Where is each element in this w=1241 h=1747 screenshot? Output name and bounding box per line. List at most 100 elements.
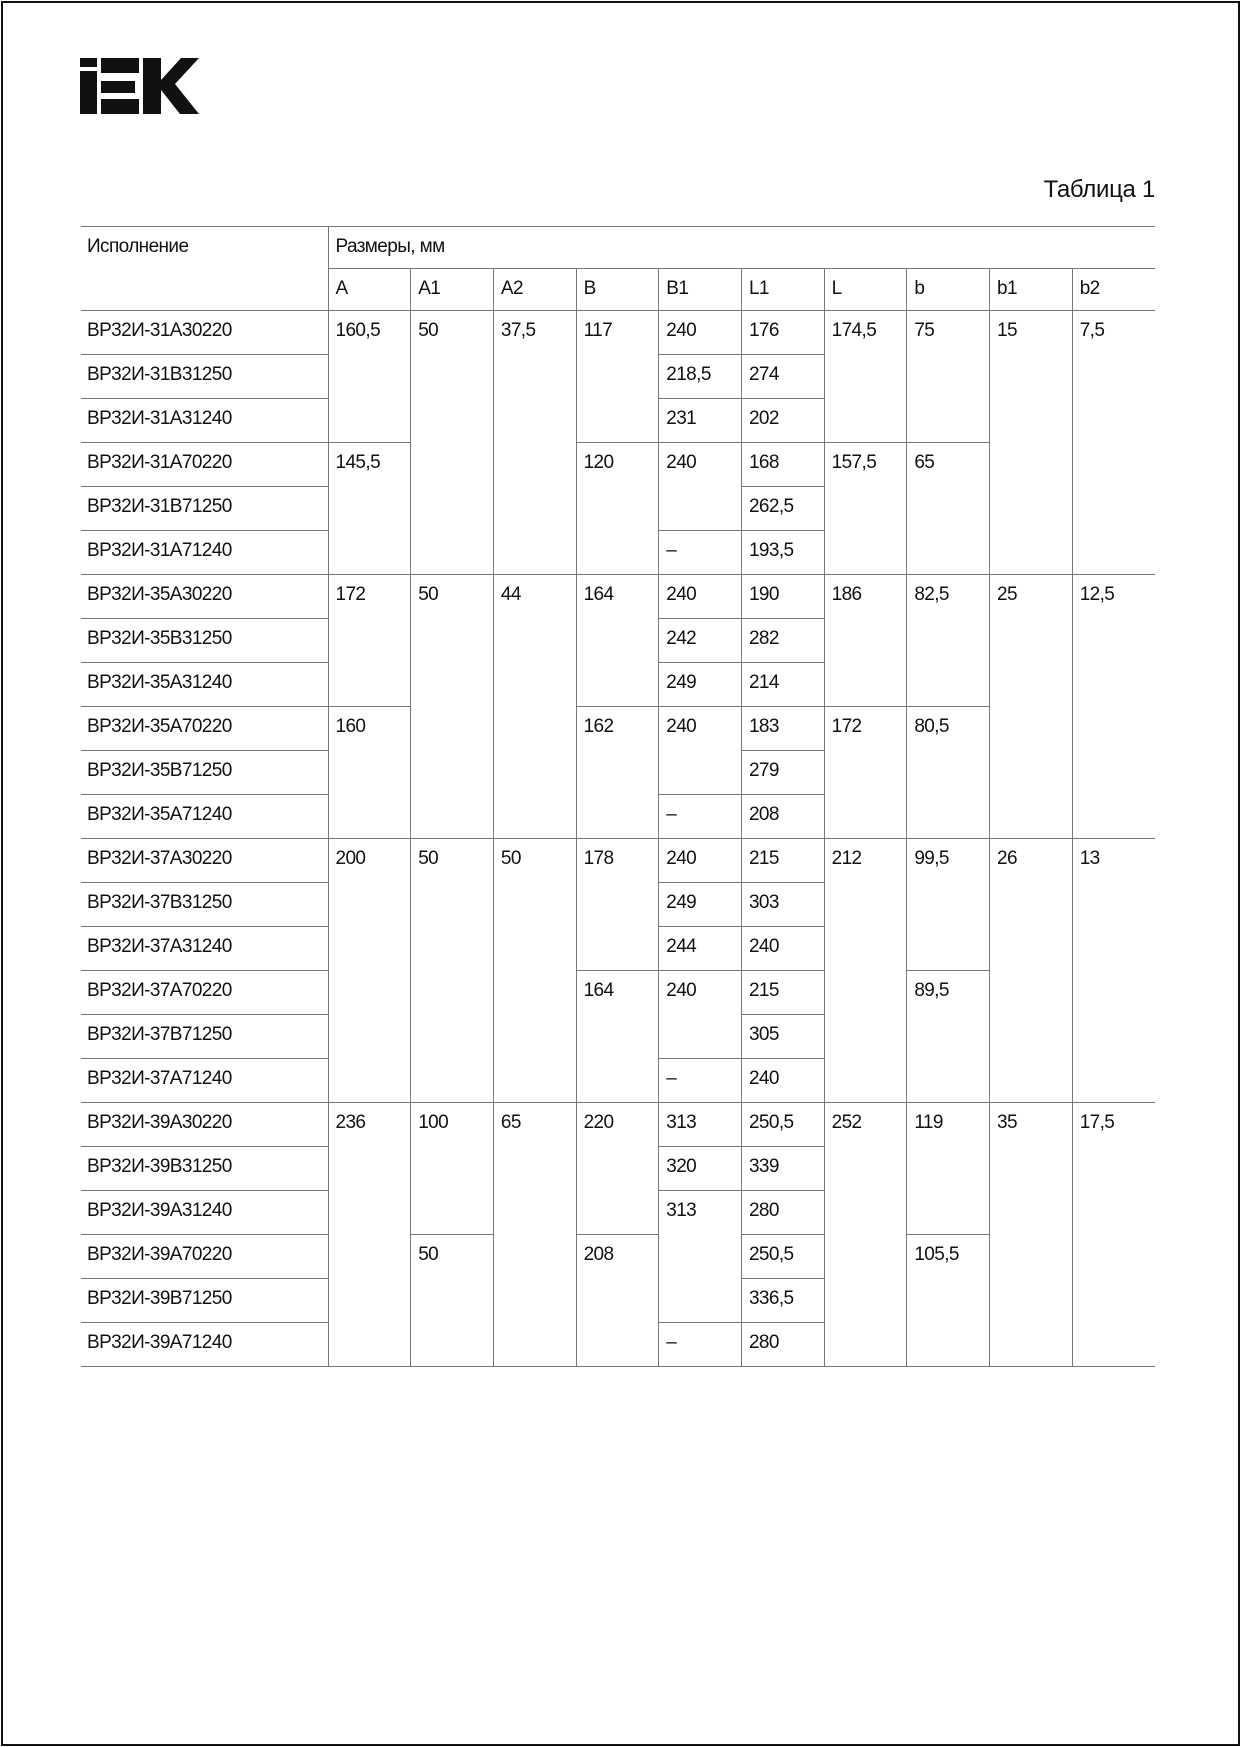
- table-row: ВР32И-35В71250 279: [81, 750, 1155, 795]
- designation-cell: ВР32И-31А71240: [81, 530, 329, 575]
- dimension-cell: 186: [823, 574, 908, 707]
- column-header-a2: A2: [492, 268, 577, 311]
- designation-cell: ВР32И-35А30220: [81, 574, 329, 619]
- designation-cell: ВР32И-31В31250: [81, 354, 329, 399]
- dimension-cell: 240: [658, 442, 742, 531]
- dimension-cell: 313: [658, 1102, 742, 1147]
- dimension-cell: 99,5: [906, 838, 990, 971]
- table-title: Таблица 1: [1043, 176, 1156, 203]
- dimension-cell: 176: [740, 310, 825, 355]
- designation-cell: ВР32И-35А31240: [81, 662, 329, 707]
- dimension-cell: 50: [410, 574, 494, 839]
- dimension-cell: 75: [906, 310, 990, 443]
- column-header-b2: b2: [1071, 268, 1156, 311]
- dimension-cell: 313: [658, 1190, 742, 1323]
- dimension-cell: 172: [327, 574, 412, 707]
- table-row: ВР32И-39В31250 320 339: [81, 1146, 1155, 1191]
- dimension-cell: –: [658, 1058, 742, 1103]
- designation-cell: ВР32И-37А70220: [81, 970, 329, 1015]
- column-header-b1: B1: [658, 268, 742, 311]
- dimension-cell: 249: [658, 662, 742, 707]
- dimension-cell: 183: [740, 706, 825, 751]
- dimension-cell: 172: [823, 706, 908, 839]
- dimension-cell: 162: [575, 706, 660, 839]
- column-header-b1: b1: [989, 268, 1073, 311]
- column-header-b: b: [906, 268, 990, 311]
- designation-cell: ВР32И-39А70220: [81, 1234, 329, 1279]
- dimension-cell: 25: [989, 574, 1073, 839]
- dimension-cell: 117: [575, 310, 660, 443]
- designation-cell: ВР32И-35А71240: [81, 794, 329, 839]
- dimension-cell: 208: [740, 794, 825, 839]
- dimension-cell: 240: [740, 926, 825, 971]
- dimension-cell: 262,5: [740, 486, 825, 531]
- dimension-cell: 279: [740, 750, 825, 795]
- designation-cell: ВР32И-31А70220: [81, 442, 329, 487]
- dimension-cell: 244: [658, 926, 742, 971]
- dimension-cell: 164: [575, 574, 660, 707]
- dimension-cell: 339: [740, 1146, 825, 1191]
- designation-cell: ВР32И-39А30220: [81, 1102, 329, 1147]
- dimension-cell: 65: [492, 1102, 577, 1367]
- dimension-cell: 252: [823, 1102, 908, 1367]
- dimension-cell: 17,5: [1071, 1102, 1156, 1367]
- dimension-cell: 12,5: [1071, 574, 1156, 839]
- dimension-cell: 26: [989, 838, 1073, 1103]
- dimension-cell: 50: [410, 838, 494, 1103]
- table-row: ВР32И-31А31240 231 202: [81, 398, 1155, 443]
- dimension-cell: 37,5: [492, 310, 577, 575]
- table-row: ВР32И-37В31250 249 303: [81, 882, 1155, 927]
- designation-cell: ВР32И-35В71250: [81, 750, 329, 795]
- dimension-cell: 240: [658, 838, 742, 883]
- dimension-cell: 100: [410, 1102, 494, 1235]
- designation-cell: ВР32И-37А71240: [81, 1058, 329, 1103]
- iek-logo: [80, 58, 199, 114]
- dimension-cell: 157,5: [823, 442, 908, 575]
- table-row: ВР32И-39В71250 336,5: [81, 1278, 1155, 1323]
- dimension-cell: –: [658, 794, 742, 839]
- dimension-cell: 178: [575, 838, 660, 971]
- designation-cell: ВР32И-37В71250: [81, 1014, 329, 1059]
- dimension-cell: 240: [658, 574, 742, 619]
- dimension-cell: 35: [989, 1102, 1073, 1367]
- dimension-cell: 145,5: [327, 442, 412, 575]
- dimension-cell: 160: [327, 706, 412, 839]
- dimension-cell: 218,5: [658, 354, 742, 399]
- dimension-cell: 303: [740, 882, 825, 927]
- dimension-cell: 50: [410, 310, 494, 575]
- dimension-cell: 193,5: [740, 530, 825, 575]
- dimension-cell: 119: [906, 1102, 990, 1235]
- dimension-cell: 120: [575, 442, 660, 575]
- designation-cell: ВР32И-37А30220: [81, 838, 329, 883]
- dimension-cell: 305: [740, 1014, 825, 1059]
- dimension-cell: 215: [740, 838, 825, 883]
- column-header-l: L: [823, 268, 908, 311]
- designation-cell: ВР32И-39А31240: [81, 1190, 329, 1235]
- dimension-cell: 82,5: [906, 574, 990, 707]
- column-header-b: B: [575, 268, 660, 311]
- dimension-cell: 236: [327, 1102, 412, 1367]
- dimension-cell: –: [658, 530, 742, 575]
- column-header-a1: A1: [410, 268, 494, 311]
- dimension-cell: 105,5: [906, 1234, 990, 1367]
- dimension-cell: 15: [989, 310, 1073, 575]
- dimension-cell: 215: [740, 970, 825, 1015]
- designation-cell: ВР32И-39А71240: [81, 1322, 329, 1367]
- dimension-cell: 65: [906, 442, 990, 575]
- dimension-cell: 50: [410, 1234, 494, 1367]
- header-row-top: Исполнение Размеры, мм: [81, 226, 1156, 311]
- table-row: ВР32И-37В71250 305: [81, 1014, 1155, 1059]
- table-row: ВР32И-39А71240 –280: [81, 1322, 1155, 1367]
- dimension-cell: 13: [1071, 838, 1156, 1103]
- dimension-cell: 160,5: [327, 310, 412, 443]
- dimension-cell: 7,5: [1071, 310, 1156, 575]
- dimension-cell: 240: [658, 970, 742, 1059]
- dimension-cell: 80,5: [906, 706, 990, 839]
- dimension-cell: 190: [740, 574, 825, 619]
- designation-cell: ВР32И-31А31240: [81, 398, 329, 443]
- dimension-cell: –: [658, 1322, 742, 1367]
- dimension-cell: 168: [740, 442, 825, 487]
- dimension-cell: 274: [740, 354, 825, 399]
- designation-cell: ВР32И-39В71250: [81, 1278, 329, 1323]
